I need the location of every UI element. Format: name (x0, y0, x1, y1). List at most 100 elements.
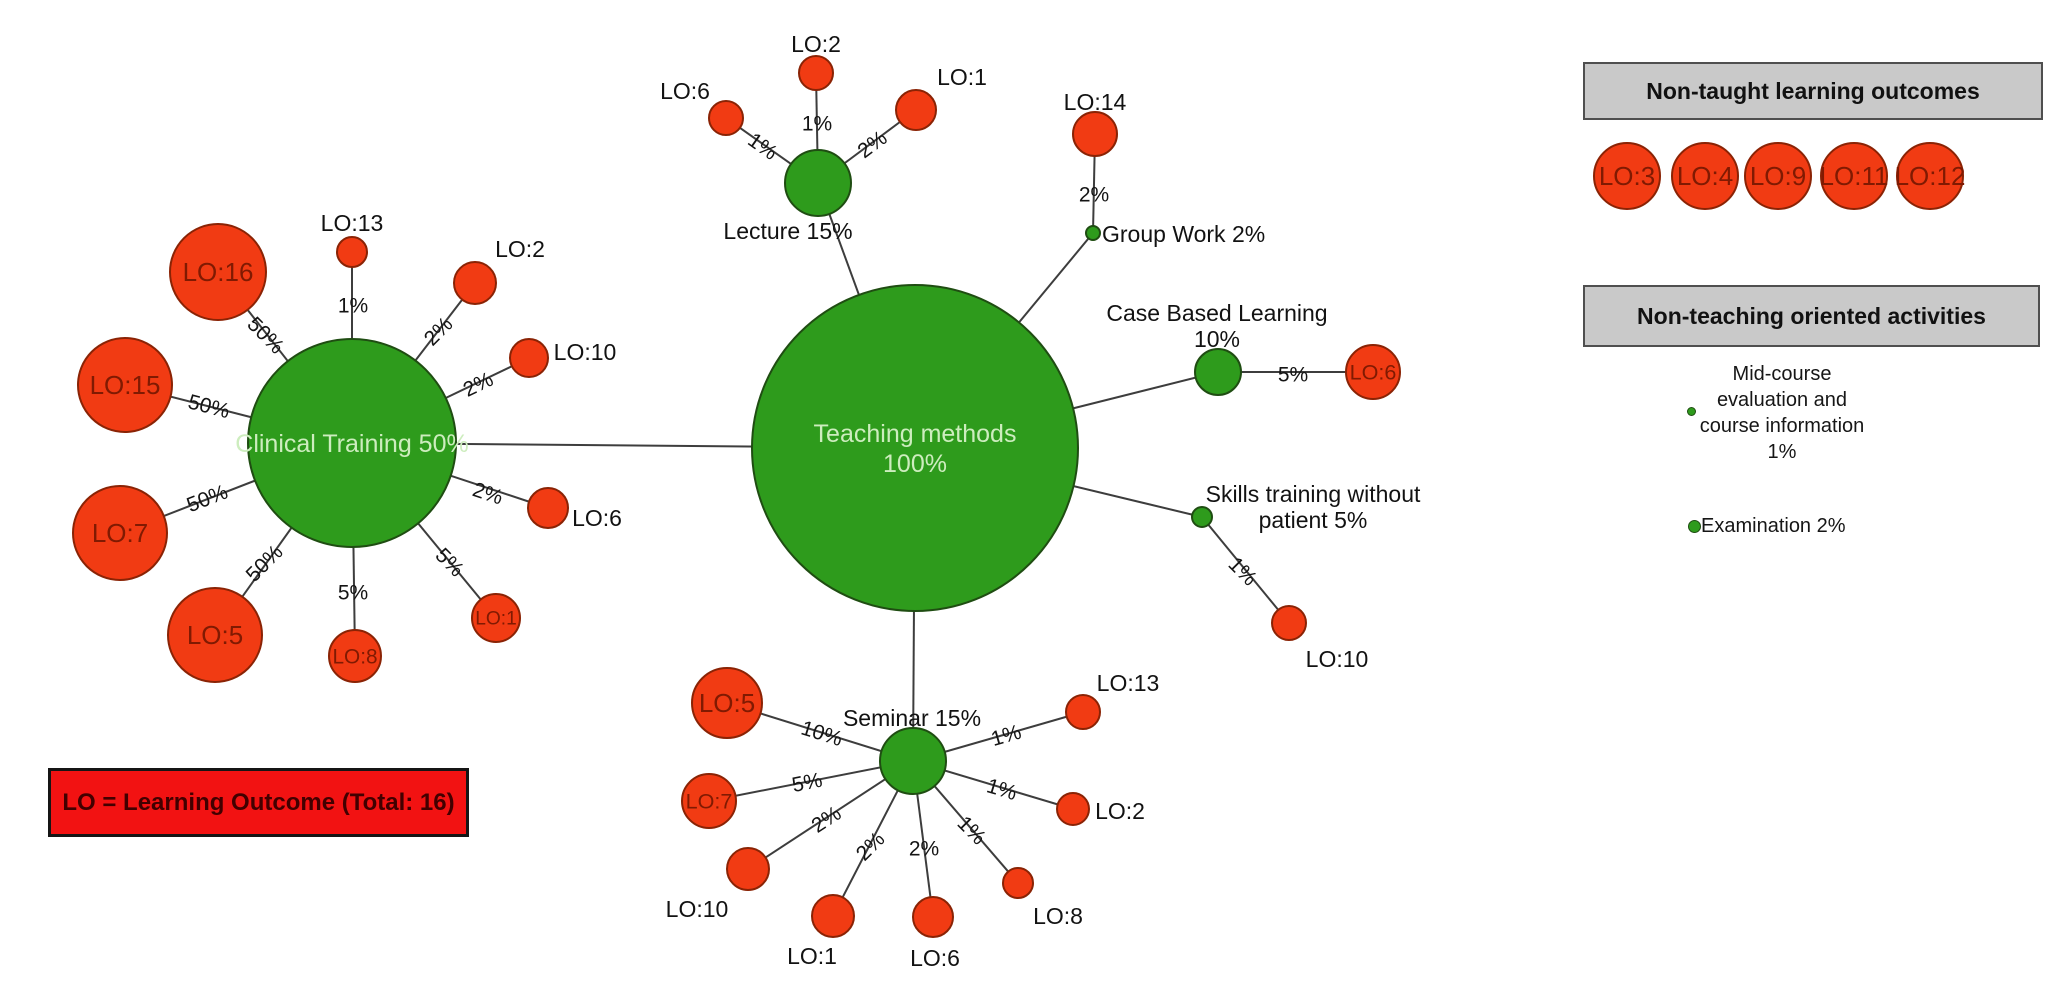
node-label-lec-lo6: LO:6 (660, 78, 710, 104)
node-ct-lo8 (328, 629, 382, 683)
node-label-groupwork: Group Work 2% (1102, 221, 1265, 247)
node-gw-lo14 (1072, 111, 1118, 157)
node-lec-lo2 (798, 55, 834, 91)
node-label-nt-lo4: LO:4 (1677, 161, 1733, 191)
node-ct-lo7 (72, 485, 168, 581)
node-lec-lo6 (708, 100, 744, 136)
node-ct-lo6 (527, 487, 569, 529)
edge-label-lecture-lec-lo2: 1% (802, 112, 832, 135)
edge-label-groupwork-gw-lo14: 2% (1079, 183, 1109, 206)
node-se-lo10 (726, 847, 770, 891)
node-ct-lo5 (167, 587, 263, 683)
node-skills (1191, 506, 1213, 528)
node-nt-lo12 (1896, 142, 1964, 210)
non-taught-outcomes-header: Non-taught learning outcomes (1583, 62, 2043, 120)
node-label-clinical: Clinical Training 50% (235, 430, 468, 458)
edge-label-skills-st-lo10: 1% (1224, 553, 1262, 591)
node-label-se-lo6: LO:6 (910, 945, 960, 971)
node-label-ct-lo7: LO:7 (92, 518, 148, 548)
examination-label: Examination 2% (1701, 515, 1846, 537)
edge-label-clinical-ct-lo1: 5% (431, 544, 469, 582)
node-label-ct-lo6: LO:6 (572, 505, 622, 531)
edge-label-seminar-se-lo2: 1% (984, 774, 1020, 805)
node-label-nt-lo3: LO:3 (1599, 161, 1655, 191)
node-lec-lo1 (895, 89, 937, 131)
node-label-se-lo13: LO:13 (1097, 670, 1160, 696)
learning-outcome-note-box: LO = Learning Outcome (Total: 16) (48, 768, 469, 837)
node-label-casebased: Case Based Learning (1106, 300, 1327, 326)
node-groupwork (1085, 225, 1101, 241)
node-label-skills: Skills training without (1206, 481, 1421, 507)
node-label-ct-lo15: LO:15 (90, 370, 161, 400)
edge-label-seminar-se-lo13: 1% (988, 721, 1024, 752)
node-ct-lo2 (453, 261, 497, 305)
mid-course-dot-icon (1687, 407, 1696, 416)
node-label-gw-lo14: LO:14 (1064, 89, 1127, 115)
node-label-ct-lo10: LO:10 (554, 339, 617, 365)
node-nt-lo11 (1820, 142, 1888, 210)
edge-label-seminar-se-lo10: 2% (807, 802, 845, 838)
node-label-lec-lo1: LO:1 (937, 64, 987, 90)
node-se-lo13 (1065, 694, 1101, 730)
examination-dot-icon (1688, 520, 1701, 533)
node-casebased (1194, 348, 1242, 396)
node-lecture (784, 149, 852, 217)
node-label-nt-lo11: LO:11 (1820, 161, 1889, 191)
edge-label-clinical-ct-lo8: 5% (338, 581, 368, 604)
node-label-cb-lo6: LO:6 (1350, 360, 1397, 385)
node-label-lecture: Lecture 15% (723, 218, 852, 244)
node-clinical (247, 338, 457, 548)
node-teaching (751, 284, 1079, 612)
node-ct-lo10 (509, 338, 549, 378)
node-ct-lo16 (169, 223, 267, 321)
node-seminar (879, 727, 947, 795)
node-ct-lo1 (471, 593, 521, 643)
edge-label-clinical-ct-lo2: 2% (420, 313, 458, 351)
node-label-ct-lo5: LO:5 (187, 620, 243, 650)
node-ct-lo15 (77, 337, 173, 433)
edge-label-clinical-ct-lo5: 50% (242, 541, 288, 587)
node-label-ct-lo13: LO:13 (321, 210, 384, 236)
edge-label-seminar-se-lo5: 10% (798, 717, 845, 751)
edge-label-clinical-ct-lo7: 50% (184, 480, 232, 517)
node-nt-lo4 (1671, 142, 1739, 210)
node-label-skills: patient 5% (1259, 507, 1368, 533)
edge-seminar-se-lo7 (708, 760, 914, 802)
node-se-lo1 (811, 894, 855, 938)
node-label-ct-lo2: LO:2 (495, 236, 545, 262)
node-label-seminar: Seminar 15% (843, 705, 981, 731)
node-label-st-lo10: LO:10 (1306, 646, 1369, 672)
edge-label-casebased-cb-lo6: 5% (1278, 363, 1308, 386)
node-label-nt-lo12: LO:12 (1895, 161, 1966, 191)
edge-label-seminar-se-lo7: 5% (790, 769, 824, 797)
edge-label-clinical-ct-lo10: 2% (460, 368, 497, 402)
node-ct-lo13 (336, 236, 368, 268)
edge-label-seminar-se-lo6: 2% (909, 837, 939, 860)
node-label-nt-lo9: LO:9 (1750, 161, 1806, 191)
edge-skills-st-lo10 (1201, 516, 1290, 624)
node-label-ct-lo8: LO:8 (332, 645, 377, 668)
node-se-lo6 (912, 896, 954, 938)
node-label-se-lo5: LO:5 (699, 688, 755, 718)
node-label-ct-lo16: LO:16 (183, 257, 254, 287)
node-label-casebased: 10% (1194, 326, 1240, 352)
node-label-se-lo10: LO:10 (666, 896, 729, 922)
node-se-lo7 (681, 773, 737, 829)
node-label-se-lo2: LO:2 (1095, 798, 1145, 824)
edge-label-seminar-se-lo1: 2% (852, 828, 890, 866)
edge-label-clinical-ct-lo6: 2% (470, 478, 506, 509)
node-label-teaching: 100% (883, 450, 947, 478)
node-se-lo5 (691, 667, 763, 739)
node-st-lo10 (1271, 605, 1307, 641)
edge-label-clinical-ct-lo15: 50% (186, 390, 232, 423)
node-label-se-lo8: LO:8 (1033, 903, 1083, 929)
node-cb-lo6 (1345, 344, 1401, 400)
mid-course-evaluation-label: Mid-course evaluation and course informa… (1699, 363, 1865, 463)
node-nt-lo9 (1744, 142, 1812, 210)
node-label-se-lo7: LO:7 (686, 789, 733, 814)
non-teaching-activities-header: Non-teaching oriented activities (1583, 285, 2040, 347)
node-label-teaching: Teaching methods (814, 420, 1017, 448)
node-label-se-lo1: LO:1 (787, 943, 837, 969)
